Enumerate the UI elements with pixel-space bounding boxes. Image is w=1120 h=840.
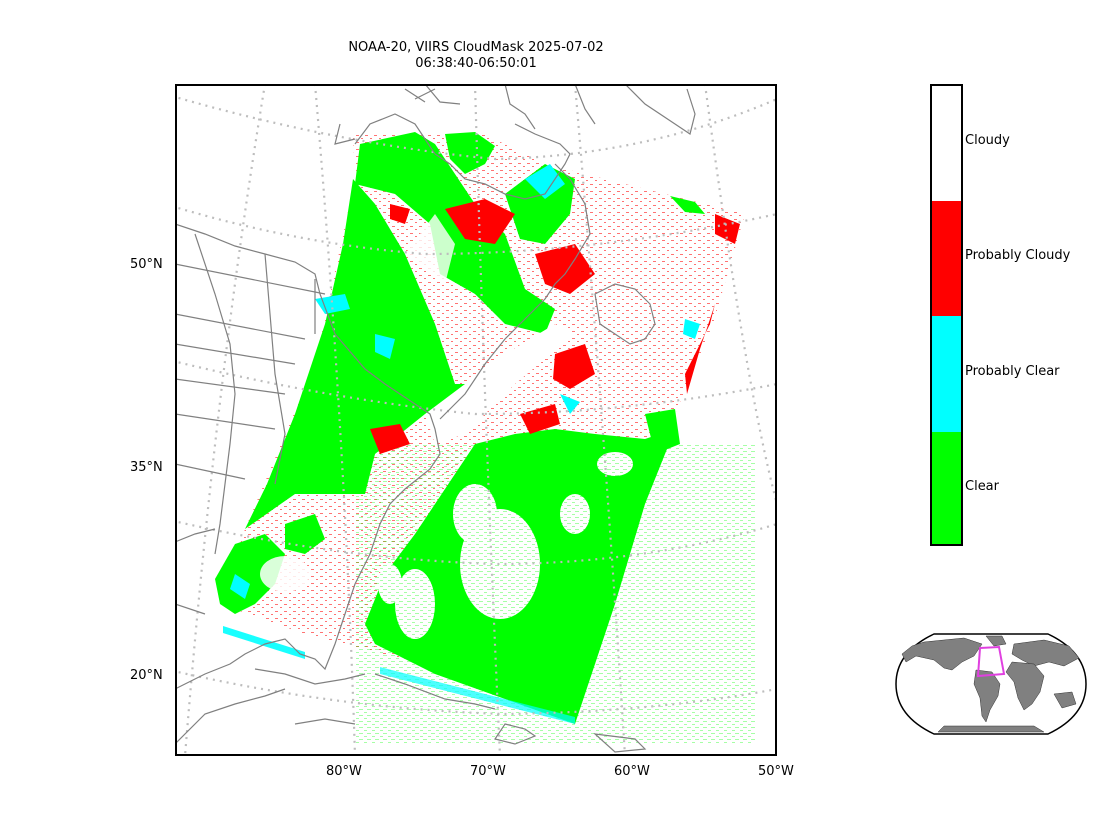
colorbar-segment-clear (932, 432, 961, 544)
probably-clear-patches (315, 294, 350, 314)
probably-cloudy-patches (445, 199, 515, 244)
map-title: NOAA-20, VIIRS CloudMask 2025-07-02 06:3… (348, 40, 604, 71)
map-content (175, 84, 777, 756)
colorbar-label-probably-cloudy: Probably Cloudy (965, 248, 1071, 263)
inset-world-map (895, 633, 1087, 735)
lon-label-70w: 70°W (470, 764, 506, 779)
lon-label-60w: 60°W (614, 764, 650, 779)
lon-label-80w: 80°W (326, 764, 362, 779)
inset-land (901, 635, 1080, 733)
colorbar-segment-probably-cloudy (932, 201, 961, 316)
coastlines (175, 84, 696, 753)
lat-label-20n: 20°N (130, 668, 163, 683)
colorbar-label-cloudy: Cloudy (965, 133, 1010, 148)
colorbar-segment-probably-clear (932, 316, 961, 432)
lon-label-50w: 50°W (758, 764, 794, 779)
graticule (175, 84, 777, 756)
inset-swath-box (976, 645, 1006, 678)
colorbar-label-clear: Clear (965, 479, 999, 494)
colorbar (930, 84, 963, 546)
lat-label-50n: 50°N (130, 257, 163, 272)
clear-region-west (245, 179, 475, 529)
colorbar-segment-cloudy (932, 86, 961, 201)
colorbar-label-probably-clear: Probably Clear (965, 364, 1060, 379)
cloudmask-map (175, 84, 777, 756)
lat-label-35n: 35°N (130, 460, 163, 475)
